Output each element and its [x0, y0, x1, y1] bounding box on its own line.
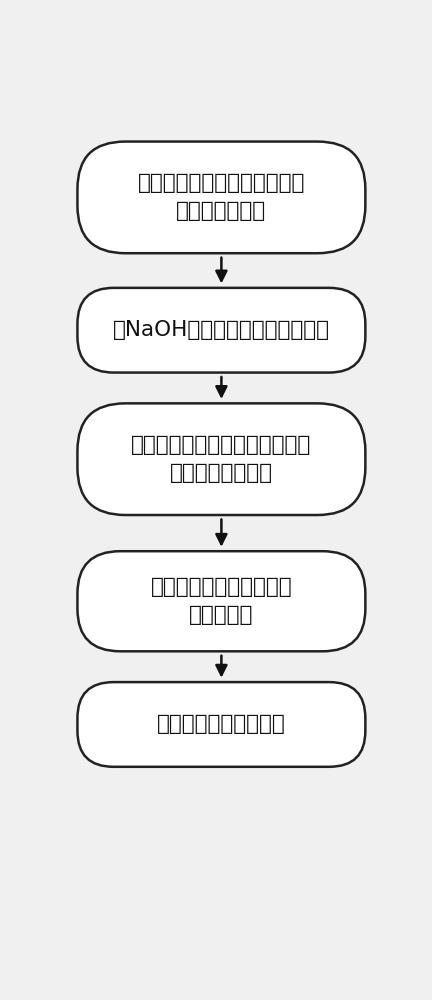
Text: 用NaOH溶液清洗铝合金微波部件: 用NaOH溶液清洗铝合金微波部件 [113, 320, 330, 340]
FancyBboxPatch shape [77, 682, 365, 767]
FancyBboxPatch shape [77, 403, 365, 515]
FancyBboxPatch shape [77, 551, 365, 651]
Text: 利用丙酮、乙醇溶液超声处理
铝合金微波部件: 利用丙酮、乙醇溶液超声处理 铝合金微波部件 [138, 173, 305, 221]
FancyBboxPatch shape [77, 288, 365, 373]
Text: 再在铜表面溅射一层银: 再在铜表面溅射一层银 [157, 714, 286, 734]
Text: 铝合金微波部件内表面先
溅射一层铜: 铝合金微波部件内表面先 溅射一层铜 [151, 577, 292, 625]
FancyBboxPatch shape [77, 142, 365, 253]
Text: 三氯化铁和盐酸的混合溶液中处
理铝合金微波部件: 三氯化铁和盐酸的混合溶液中处 理铝合金微波部件 [131, 435, 311, 483]
